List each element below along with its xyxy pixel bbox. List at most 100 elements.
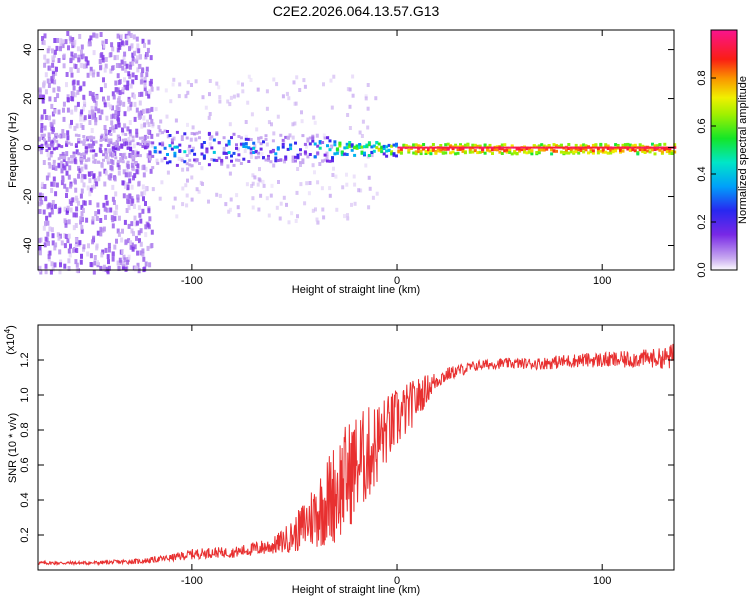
spectrogram-cell bbox=[651, 142, 654, 146]
spectrogram-cell bbox=[119, 159, 123, 163]
spectrogram-cell bbox=[614, 146, 618, 149]
spectrogram-cell bbox=[205, 149, 209, 153]
spectrogram-cell bbox=[326, 159, 329, 163]
colorbar-cell bbox=[711, 116, 737, 118]
spectrogram-cell bbox=[134, 161, 137, 165]
colorbar-cell bbox=[711, 113, 737, 115]
spectrogram-cell bbox=[42, 138, 46, 142]
colorbar-cell bbox=[711, 81, 737, 83]
spectrogram-cell bbox=[294, 141, 297, 145]
spectrogram-cell bbox=[535, 151, 539, 154]
spectrogram-cell bbox=[191, 146, 195, 151]
spectrogram-cell bbox=[99, 265, 103, 271]
spectrogram-cell bbox=[141, 184, 145, 190]
spectrogram-cell bbox=[320, 186, 324, 191]
spectrogram-cell bbox=[130, 221, 134, 227]
spectrogram-cell bbox=[127, 254, 131, 260]
spectrogram-cell bbox=[395, 154, 398, 158]
spectrogram-cell bbox=[399, 149, 403, 153]
spectrogram-cell bbox=[256, 87, 260, 92]
spectrogram-cell bbox=[49, 144, 53, 150]
spectrogram-cell bbox=[129, 83, 133, 89]
spectrogram-cell bbox=[146, 119, 149, 125]
spectrogram-cell bbox=[140, 91, 144, 97]
spectrogram-cell bbox=[404, 146, 408, 149]
spectrogram-cell bbox=[128, 120, 132, 125]
spectrogram-cell bbox=[651, 146, 654, 149]
colorbar-cell bbox=[711, 267, 737, 269]
spectrogram-cell bbox=[120, 40, 124, 46]
spectrogram-cell bbox=[186, 178, 189, 183]
spectrogram-cell bbox=[148, 141, 152, 145]
spectrogram-cell bbox=[513, 151, 517, 155]
spectrogram-cell bbox=[178, 82, 182, 87]
spectrogram-cell bbox=[321, 141, 325, 144]
spectrogram-cell bbox=[65, 140, 69, 144]
spectrogram-cell bbox=[120, 237, 124, 243]
spectrogram-cell bbox=[131, 198, 135, 204]
spectrogram-cell bbox=[46, 48, 50, 54]
spectrogram-cell bbox=[292, 80, 296, 85]
spectrogram-cell bbox=[132, 175, 135, 181]
spectrogram-cell bbox=[314, 207, 317, 212]
spectrogram-cell bbox=[113, 216, 117, 222]
colorbar-cell bbox=[711, 215, 737, 217]
spectrogram-cell bbox=[99, 87, 103, 93]
spectrogram-cell bbox=[552, 146, 556, 149]
spectrogram-cell bbox=[555, 144, 558, 148]
spectrogram-cell bbox=[79, 85, 83, 91]
spectrogram-cell bbox=[61, 43, 65, 49]
spectrogram-cell bbox=[127, 223, 131, 229]
spectrogram-cell bbox=[107, 174, 111, 180]
spectrogram-cell bbox=[655, 146, 659, 149]
spectrogram-cell bbox=[103, 67, 107, 73]
spectrogram-cell bbox=[91, 216, 95, 222]
spectrogram-cell bbox=[113, 210, 117, 216]
spectrogram-cell bbox=[138, 111, 142, 117]
spectrogram-cell bbox=[135, 55, 139, 61]
spectrogram-cell bbox=[148, 262, 152, 268]
spectrogram-cell bbox=[103, 206, 107, 212]
spectrogram-cell bbox=[185, 162, 189, 166]
spectrogram-cell bbox=[60, 160, 64, 164]
spectrogram-cell bbox=[227, 151, 231, 154]
colorbar-cell bbox=[711, 145, 737, 147]
spectrogram-cell bbox=[407, 148, 411, 152]
spectrogram-cell bbox=[468, 146, 472, 149]
spectrogram-cell bbox=[375, 146, 379, 150]
spectrogram-cell bbox=[104, 129, 108, 135]
spectrogram-cell bbox=[57, 58, 61, 63]
spectrogram-cell bbox=[345, 146, 349, 150]
spectrogram-cell bbox=[125, 40, 129, 46]
spectrogram-cell bbox=[284, 135, 288, 139]
spectrogram-cell bbox=[537, 146, 541, 149]
spectrogram-cell bbox=[38, 265, 42, 271]
spectrogram-cell bbox=[43, 242, 47, 248]
colorbar-cell bbox=[711, 35, 737, 37]
spectrogram-cell bbox=[299, 182, 303, 187]
spectrogram-cell bbox=[100, 109, 104, 115]
spectrogram-cell bbox=[200, 152, 204, 156]
spectrogram-cell bbox=[148, 150, 152, 156]
spectrogram-cell bbox=[123, 123, 127, 129]
spectrogram-cell bbox=[328, 186, 332, 191]
spectrogram-cell bbox=[139, 241, 143, 247]
spectrogram-cell bbox=[143, 146, 147, 150]
spectrogram-cell bbox=[498, 147, 502, 151]
colorbar-cell bbox=[711, 217, 737, 219]
colorbar-cell bbox=[711, 60, 737, 62]
spectrogram-cell bbox=[279, 201, 283, 206]
spectrogram-cell bbox=[99, 143, 103, 147]
spectrogram-cell bbox=[619, 148, 622, 152]
spectrogram-cell bbox=[272, 131, 276, 136]
spectrogram-cell bbox=[244, 120, 248, 124]
spectrogram-cell bbox=[129, 133, 133, 137]
spectrogram-cell bbox=[285, 91, 289, 96]
spectrogram-cell bbox=[166, 130, 169, 133]
spectrogram-cell bbox=[128, 64, 132, 70]
spectrogram-cell bbox=[139, 79, 143, 85]
spectrogram-cell bbox=[44, 140, 48, 146]
colorbar-cell bbox=[711, 100, 737, 102]
spectrogram-cell bbox=[79, 140, 83, 144]
